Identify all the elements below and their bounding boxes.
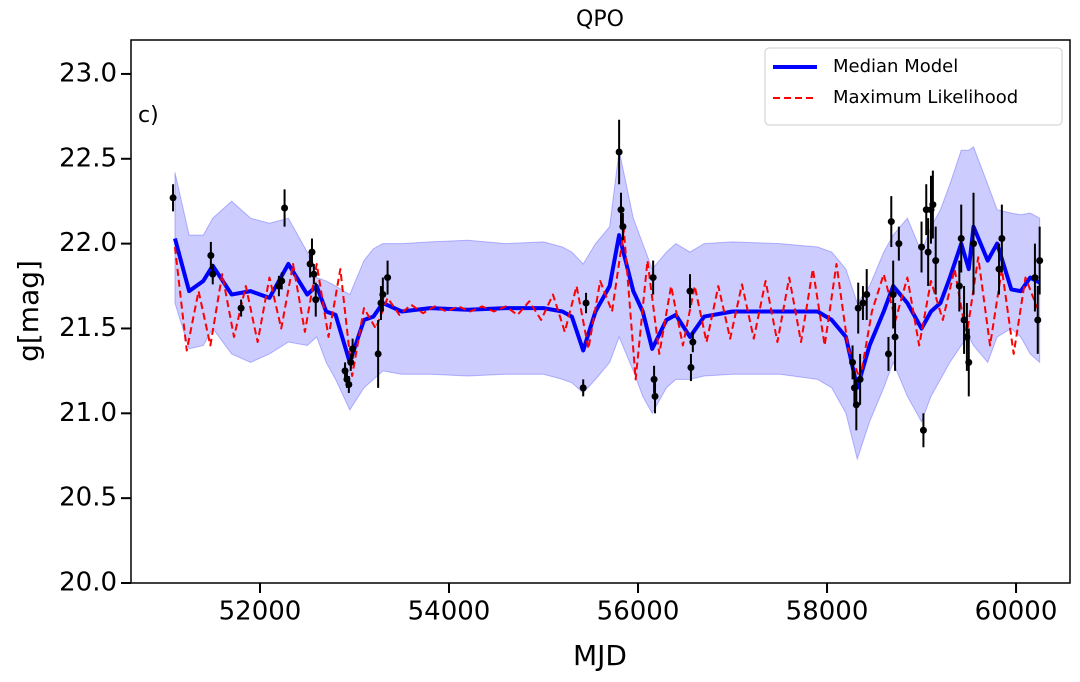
- y-tick-label: 21.5: [59, 313, 117, 343]
- data-point: [349, 345, 357, 353]
- data-point: [308, 248, 316, 256]
- data-point: [374, 350, 382, 358]
- data-point: [965, 358, 973, 366]
- y-axis-label: g[mag]: [12, 260, 45, 362]
- data-point: [281, 204, 289, 212]
- x-tick-label: 54000: [408, 597, 491, 627]
- data-point: [889, 291, 897, 299]
- data-point: [891, 333, 899, 341]
- data-point: [995, 265, 1003, 273]
- x-tick-label: 56000: [597, 597, 680, 627]
- x-tick-label: 52000: [219, 597, 302, 627]
- data-point: [854, 304, 862, 312]
- data-point: [919, 426, 927, 434]
- y-tick-label: 22.5: [59, 143, 117, 173]
- data-point: [1034, 316, 1042, 324]
- data-point: [859, 299, 867, 307]
- data-point: [651, 392, 659, 400]
- x-tick-label: 60000: [975, 597, 1058, 627]
- data-point: [237, 304, 245, 312]
- data-point: [849, 358, 857, 366]
- data-point: [686, 287, 694, 295]
- y-tick-label: 23.0: [59, 58, 117, 88]
- data-point: [310, 270, 318, 278]
- x-tick-label: 58000: [786, 597, 869, 627]
- data-point: [924, 248, 932, 256]
- data-point: [687, 363, 695, 371]
- data-point: [582, 299, 590, 307]
- data-point: [955, 282, 963, 290]
- data-point: [918, 243, 926, 251]
- data-point: [379, 291, 387, 299]
- data-point: [275, 282, 283, 290]
- data-point: [932, 257, 940, 265]
- x-axis-label: MJD: [573, 639, 627, 672]
- data-point: [384, 274, 392, 282]
- data-point: [207, 252, 215, 260]
- data-point: [278, 277, 286, 285]
- data-point: [970, 240, 978, 248]
- data-point: [209, 270, 217, 278]
- plot-area: [169, 119, 1044, 461]
- data-point: [1031, 274, 1039, 282]
- y-tick-label: 20.0: [59, 568, 117, 598]
- data-point: [863, 291, 871, 299]
- data-point: [347, 358, 355, 366]
- data-point: [345, 380, 353, 388]
- data-point: [617, 206, 625, 214]
- data-point: [895, 240, 903, 248]
- data-point: [619, 223, 627, 231]
- data-point: [1036, 257, 1044, 265]
- uncertainty-band: [174, 146, 1041, 461]
- data-point: [887, 218, 895, 226]
- data-point: [957, 235, 965, 243]
- data-point: [852, 401, 860, 409]
- y-tick-label: 21.0: [59, 398, 117, 428]
- data-point: [689, 338, 697, 346]
- panel-annotation: c): [138, 103, 159, 128]
- data-point: [884, 350, 892, 358]
- data-point: [649, 274, 657, 282]
- data-point: [615, 148, 623, 156]
- data-point: [856, 375, 864, 383]
- data-point: [960, 316, 968, 324]
- y-tick-label: 20.5: [59, 483, 117, 513]
- chart-title: QPO: [576, 7, 624, 32]
- y-tick-label: 22.0: [59, 228, 117, 258]
- data-point: [312, 296, 320, 304]
- legend-label: Median Model: [833, 56, 958, 77]
- data-point: [579, 384, 587, 392]
- data-point: [998, 235, 1006, 243]
- legend-box: [764, 47, 1063, 126]
- data-point: [929, 201, 937, 209]
- data-point: [169, 194, 177, 202]
- plot-frame: [130, 39, 1071, 584]
- legend-label: Maximum Likelihood: [833, 87, 1018, 108]
